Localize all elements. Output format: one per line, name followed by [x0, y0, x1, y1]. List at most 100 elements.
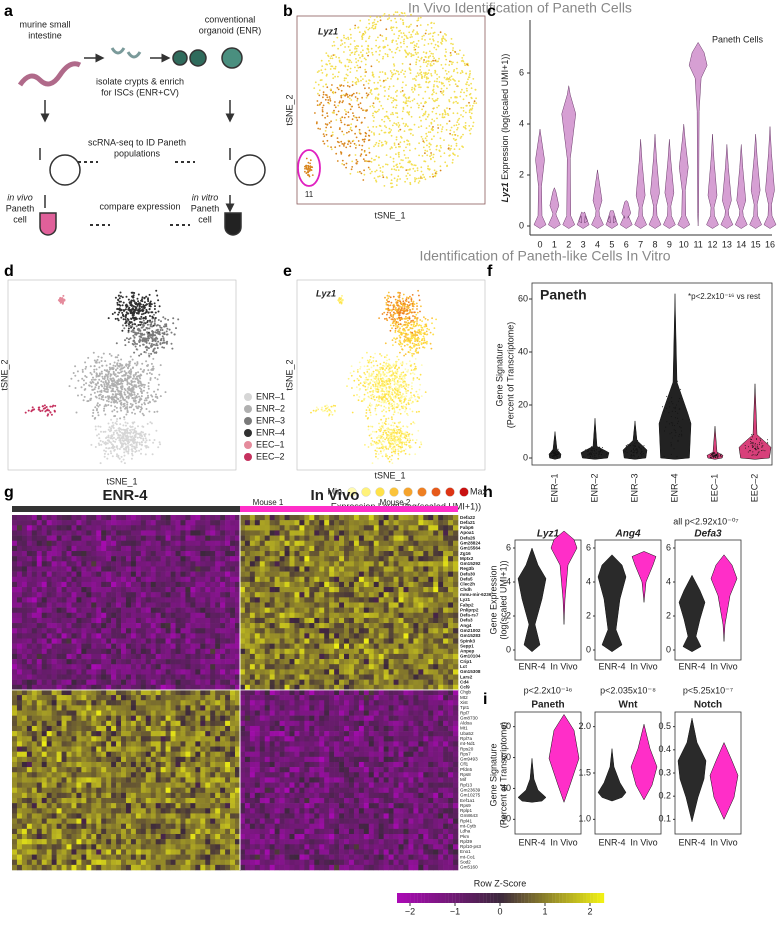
point [386, 163, 389, 166]
point [126, 374, 129, 377]
point [321, 106, 324, 109]
point [372, 385, 375, 388]
point [382, 379, 385, 381]
point [674, 435, 676, 437]
point [397, 37, 400, 40]
point [396, 178, 399, 181]
point [671, 432, 673, 434]
violin [576, 211, 590, 229]
point [349, 108, 352, 111]
point [131, 428, 134, 431]
point [588, 453, 590, 455]
point [131, 454, 134, 457]
point [421, 338, 424, 340]
point [82, 399, 85, 402]
point [383, 116, 386, 118]
point [108, 353, 111, 355]
point [384, 420, 387, 423]
point [420, 71, 423, 74]
point [633, 455, 635, 457]
point [146, 364, 148, 367]
point [677, 440, 679, 442]
point [378, 400, 381, 403]
point [674, 417, 676, 419]
violin [634, 139, 647, 229]
point [423, 339, 426, 341]
point [379, 34, 382, 36]
point [76, 370, 79, 373]
point [466, 89, 468, 92]
point [364, 389, 367, 391]
point [374, 390, 377, 392]
point [444, 161, 447, 164]
point [374, 96, 377, 99]
point [374, 97, 377, 100]
point [363, 117, 366, 119]
dashes [78, 161, 195, 226]
point [406, 439, 409, 442]
point [391, 75, 393, 78]
point [390, 71, 393, 74]
point [390, 26, 393, 29]
point [348, 85, 351, 88]
point [712, 453, 714, 455]
point [447, 144, 450, 147]
point [383, 86, 385, 89]
point [405, 100, 408, 102]
point [162, 337, 165, 340]
point [391, 29, 393, 32]
point [375, 155, 378, 158]
point [138, 317, 141, 320]
point [438, 81, 441, 83]
point [396, 376, 398, 379]
point [388, 456, 391, 458]
point [437, 41, 439, 43]
point [359, 66, 362, 69]
point [451, 161, 454, 164]
point [357, 45, 360, 48]
point [411, 42, 414, 44]
point [427, 33, 430, 35]
point [557, 456, 559, 457]
point [373, 377, 376, 380]
point [449, 76, 451, 79]
point [135, 444, 138, 447]
point [403, 405, 405, 408]
point [363, 57, 366, 60]
point [152, 398, 154, 401]
point [136, 361, 139, 364]
bracket [39, 148, 231, 160]
point [391, 407, 394, 410]
point [385, 126, 388, 129]
point [432, 129, 434, 131]
point [142, 312, 145, 315]
point [401, 362, 404, 365]
point [114, 317, 117, 320]
point [345, 73, 348, 76]
point [95, 396, 98, 399]
point [413, 44, 416, 47]
point [397, 452, 400, 455]
point [395, 112, 397, 114]
point [442, 82, 444, 85]
point [116, 367, 119, 370]
point [319, 79, 322, 82]
point [391, 454, 393, 457]
point [395, 321, 398, 323]
point [328, 60, 330, 62]
point [465, 83, 467, 85]
point [437, 104, 440, 107]
paneth-cell [224, 212, 242, 236]
point [395, 383, 398, 385]
point [630, 451, 632, 453]
point [120, 358, 123, 361]
point [374, 383, 377, 385]
point [410, 115, 413, 118]
point [372, 125, 375, 128]
point [380, 354, 383, 357]
point [376, 59, 378, 61]
point [101, 440, 104, 443]
point [354, 51, 357, 53]
point [345, 146, 348, 149]
point [587, 454, 589, 456]
